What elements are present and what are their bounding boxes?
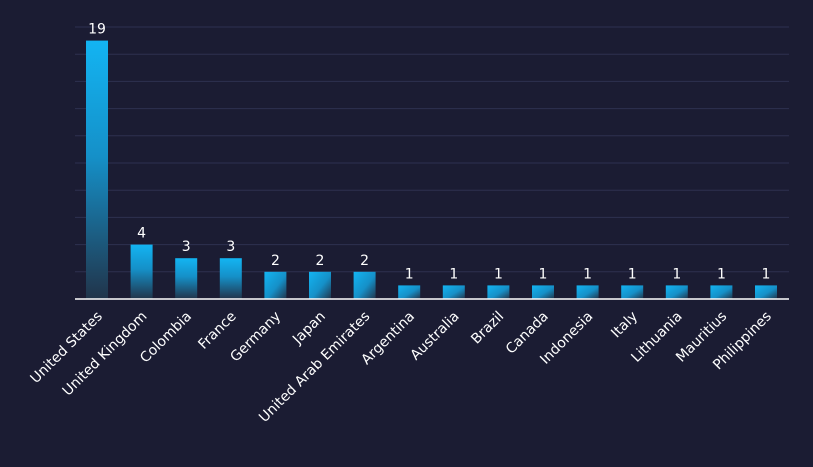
bar-argentina[interactable] — [398, 285, 421, 299]
category-label: Australia — [408, 309, 463, 364]
data-label: 2 — [271, 253, 280, 269]
value-labels: 19 4 3 3 2 2 2 1 1 1 1 1 1 1 1 1 — [88, 22, 770, 283]
bar-united-states[interactable] — [86, 40, 108, 299]
bar-italy[interactable] — [621, 285, 644, 299]
data-label: 1 — [583, 266, 592, 282]
data-label: 1 — [494, 266, 503, 282]
category-label: France — [195, 309, 239, 353]
data-label: 1 — [449, 266, 458, 282]
data-label: 1 — [762, 266, 771, 282]
data-label: 1 — [628, 266, 637, 282]
bar-australia[interactable] — [442, 285, 465, 299]
bar-colombia[interactable] — [175, 258, 198, 299]
data-label: 2 — [360, 253, 369, 269]
category-label: Italy — [608, 309, 641, 342]
bar-canada[interactable] — [532, 285, 554, 299]
bar-france[interactable] — [219, 258, 242, 299]
category-label: United Kingdom — [60, 309, 151, 400]
gridlines — [75, 26, 789, 273]
bar-indonesia[interactable] — [576, 285, 599, 299]
data-label: 1 — [672, 266, 681, 282]
bar-mauritius[interactable] — [710, 285, 733, 299]
bar-brazil[interactable] — [487, 285, 510, 299]
data-label: 1 — [539, 266, 548, 282]
bar-germany[interactable] — [264, 271, 287, 299]
bar-united-kingdom[interactable] — [130, 244, 153, 299]
bars — [86, 40, 777, 299]
data-label: 2 — [316, 253, 325, 269]
bar-united-arab-emirates[interactable] — [353, 271, 376, 299]
data-label: 1 — [717, 266, 726, 282]
data-label: 3 — [226, 239, 235, 255]
bar-lithuania[interactable] — [665, 285, 688, 299]
bar-japan[interactable] — [309, 271, 331, 299]
data-label: 3 — [182, 239, 191, 255]
data-label: 19 — [88, 22, 106, 38]
category-label: Japan — [289, 309, 329, 349]
category-label: Brazil — [468, 309, 507, 348]
data-label: 4 — [137, 226, 146, 242]
data-label: 1 — [405, 266, 414, 282]
bar-philippines[interactable] — [755, 285, 777, 299]
